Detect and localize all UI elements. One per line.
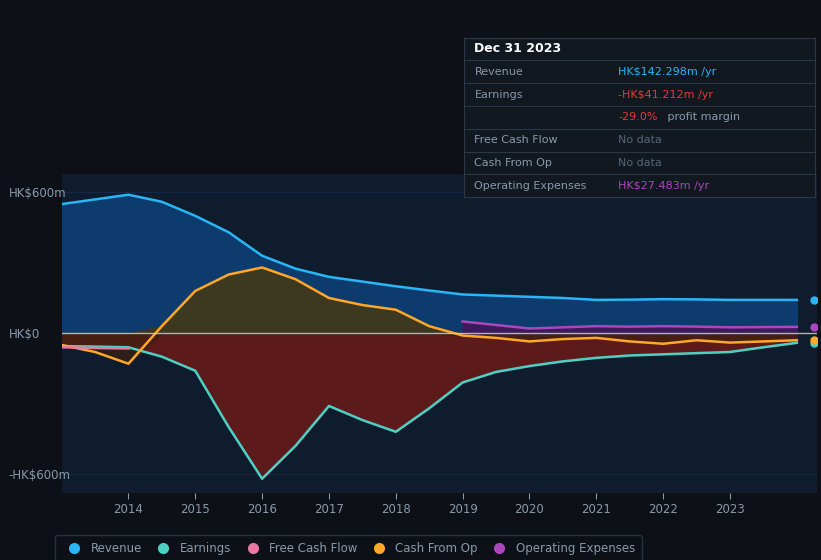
Text: HK$27.483m /yr: HK$27.483m /yr [618,181,709,191]
Text: No data: No data [618,158,663,168]
Text: Free Cash Flow: Free Cash Flow [475,135,558,145]
Text: Revenue: Revenue [475,67,523,77]
Text: Cash From Op: Cash From Op [475,158,553,168]
Text: Earnings: Earnings [475,90,523,100]
Text: -29.0%: -29.0% [618,113,658,122]
Text: HK$142.298m /yr: HK$142.298m /yr [618,67,717,77]
Text: Dec 31 2023: Dec 31 2023 [475,43,562,55]
Text: profit margin: profit margin [664,113,741,122]
Legend: Revenue, Earnings, Free Cash Flow, Cash From Op, Operating Expenses: Revenue, Earnings, Free Cash Flow, Cash … [55,535,642,560]
Text: No data: No data [618,135,663,145]
Text: Operating Expenses: Operating Expenses [475,181,587,191]
Text: -HK$41.212m /yr: -HK$41.212m /yr [618,90,713,100]
